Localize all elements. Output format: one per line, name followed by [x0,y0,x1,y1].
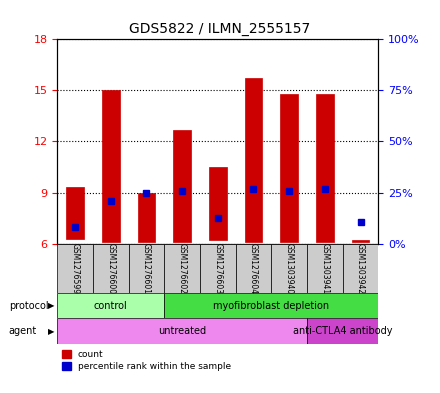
FancyBboxPatch shape [57,318,307,344]
FancyBboxPatch shape [307,244,343,293]
FancyBboxPatch shape [271,244,307,293]
Legend: count, percentile rank within the sample: count, percentile rank within the sample [62,350,231,371]
Text: GSM1276600: GSM1276600 [106,242,115,294]
Text: GSM1303942: GSM1303942 [356,242,365,294]
FancyBboxPatch shape [128,244,164,293]
Bar [66,187,84,239]
Bar [352,240,370,242]
FancyBboxPatch shape [236,244,271,293]
Text: GSM1303941: GSM1303941 [320,242,330,294]
FancyBboxPatch shape [164,293,378,318]
Text: GSM1276603: GSM1276603 [213,242,222,294]
Text: GSM1276601: GSM1276601 [142,243,151,294]
FancyBboxPatch shape [343,244,378,293]
Bar [173,130,191,242]
Bar [245,79,262,242]
Text: ▶: ▶ [48,327,54,336]
FancyBboxPatch shape [200,244,236,293]
FancyBboxPatch shape [93,244,128,293]
Bar [102,90,120,242]
Text: agent: agent [9,326,37,336]
Text: myofibroblast depletion: myofibroblast depletion [213,301,330,310]
Text: GSM1303940: GSM1303940 [285,242,293,294]
Text: control: control [94,301,128,310]
Bar [280,94,298,242]
Text: anti-CTLA4 antibody: anti-CTLA4 antibody [293,326,392,336]
Text: GSM1276599: GSM1276599 [70,242,80,294]
FancyBboxPatch shape [307,318,378,344]
Bar [209,167,227,240]
FancyBboxPatch shape [164,244,200,293]
Bar [138,193,155,242]
Text: GSM1276602: GSM1276602 [178,243,187,294]
Text: protocol: protocol [9,301,48,311]
Text: ▶: ▶ [48,301,54,310]
Text: untreated: untreated [158,326,206,336]
FancyBboxPatch shape [57,293,164,318]
Text: GSM1276604: GSM1276604 [249,242,258,294]
Bar [316,94,334,242]
Text: GDS5822 / ILMN_2555157: GDS5822 / ILMN_2555157 [129,22,311,36]
FancyBboxPatch shape [57,244,93,293]
